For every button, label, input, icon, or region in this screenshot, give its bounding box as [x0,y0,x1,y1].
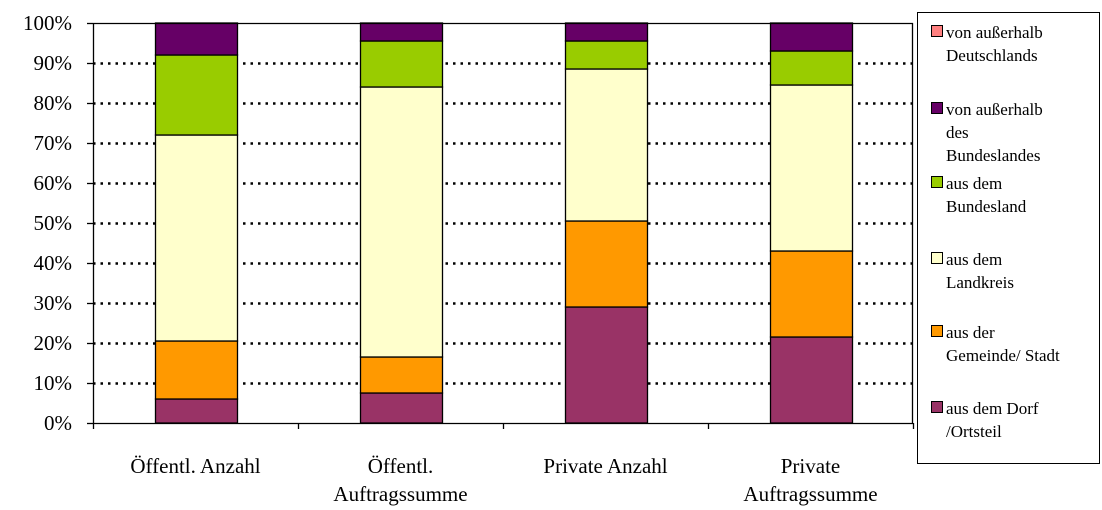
x-tick-label: Private [781,454,840,478]
bar-segment [769,336,854,424]
bar-stack [769,22,854,424]
bar-segment [154,54,239,136]
bar-segment [564,22,649,42]
legend-swatch [931,102,943,114]
legend-item-district: aus dem Landkreis [931,248,1099,294]
bar-segment [769,84,854,252]
y-axis-tick-labels: 0% 10% 20% 30% 40% 50% 60% 70% 80% 90% 100% [23,11,72,435]
legend-label: von außerhalb Deutschlands [946,23,1043,65]
bar-segment [154,340,239,400]
legend-label: aus dem Dorf /Ortsteil [946,399,1039,441]
bar-segment [564,68,649,222]
y-tick-label: 90% [34,51,73,75]
bars [154,22,854,424]
bar-segment [359,40,444,88]
bar-segment [154,134,239,342]
y-tick-label: 100% [23,11,72,35]
y-tick-label: 50% [34,211,73,235]
legend-item-outside-state: von außerhalb des Bundeslandes [931,98,1099,167]
bar-stack [359,22,444,424]
y-tick-label: 30% [34,291,73,315]
x-tick-label: Auftragssumme [333,482,467,506]
bar-segment [154,398,239,424]
x-tick-label: Private Anzahl [543,454,667,478]
bar-segment [359,86,444,358]
legend-label: aus dem Bundesland [946,174,1027,216]
bar-segment [769,50,854,86]
y-tick-label: 0% [44,411,72,435]
bar-segment [564,220,649,308]
legend-item-outside-germany: von außerhalb Deutschlands [931,21,1099,67]
bar-stack [154,22,239,424]
bar-segment [769,22,854,52]
axes [87,22,915,429]
x-tick-label: Öffentl. [368,454,434,478]
legend-item-municipality: aus der Gemeinde/ Stadt [931,321,1099,367]
x-tick-label: Öffentl. Anzahl [130,454,260,478]
legend-label: aus dem Landkreis [946,250,1014,292]
stacked-bar-chart: 0% 10% 20% 30% 40% 50% 60% 70% 80% 90% 100% Öffent… [23,11,915,506]
y-tick-label: 10% [34,371,73,395]
legend-swatch [931,401,943,413]
y-tick-label: 20% [34,331,73,355]
y-tick-label: 80% [34,91,73,115]
bar-segment [564,306,649,424]
bar-segment [359,392,444,424]
y-tick-label: 70% [34,131,73,155]
legend-label: aus der Gemeinde/ Stadt [946,323,1060,365]
bar-segment [154,22,239,56]
legend-swatch [931,252,943,264]
legend-swatch [931,325,943,337]
legend-swatch [931,176,943,188]
bar-stack [564,22,649,424]
bar-segment [564,40,649,70]
x-axis-tick-labels: Öffentl. Anzahl Öffentl. Auftragssumme Priv… [130,454,877,506]
y-tick-label: 60% [34,171,73,195]
legend-label: von außerhalb des Bundeslandes [946,100,1043,165]
y-tick-label: 40% [34,251,73,275]
legend-swatch [931,25,943,37]
x-tick-label: Auftragssumme [743,482,877,506]
legend: von außerhalb Deutschlands von außerhalb… [917,12,1100,464]
legend-item-village: aus dem Dorf /Ortsteil [931,397,1099,443]
bar-segment [769,250,854,338]
legend-item-state: aus dem Bundesland [931,172,1099,218]
bar-segment [359,356,444,394]
bar-segment [359,22,444,42]
